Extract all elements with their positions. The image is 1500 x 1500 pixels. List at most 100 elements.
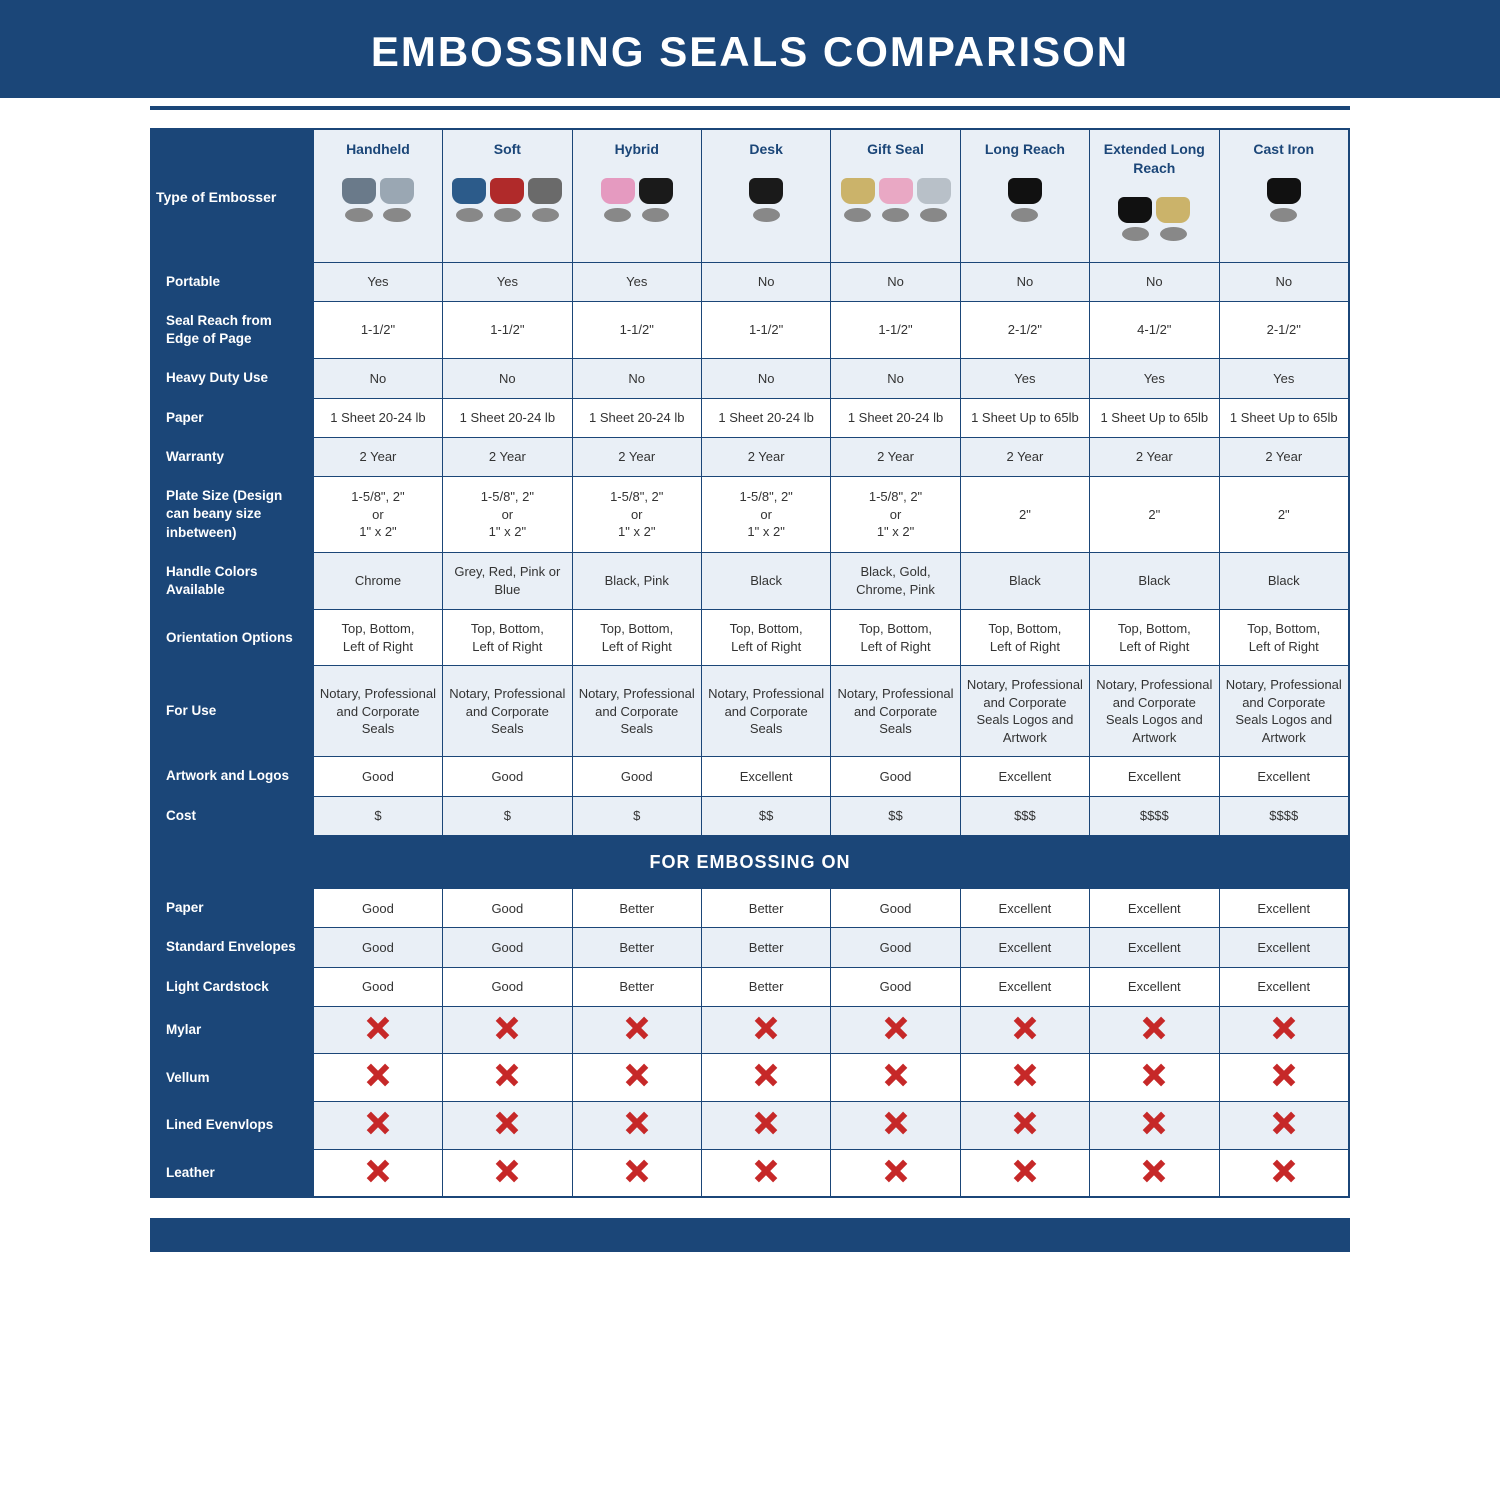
column-label: Gift Seal xyxy=(835,140,955,159)
x-icon xyxy=(367,1064,389,1086)
table-cell xyxy=(443,1054,572,1102)
x-icon xyxy=(1014,1064,1036,1086)
table-cell: Chrome xyxy=(313,552,442,609)
section-bar: FOR EMBOSSING ON xyxy=(152,835,1349,888)
x-icon xyxy=(1273,1112,1295,1134)
table-cell: No xyxy=(443,359,572,398)
x-icon xyxy=(626,1160,648,1182)
table-cell xyxy=(443,1101,572,1149)
row-label: Portable xyxy=(152,262,314,301)
table-cell: 1-5/8", 2"or1" x 2" xyxy=(831,477,960,553)
table-cell: Notary, Professional and Corporate Seals xyxy=(443,666,572,757)
table-cell xyxy=(831,1054,960,1102)
table-cell: 1-1/2" xyxy=(831,302,960,359)
table-cell: Excellent xyxy=(1219,967,1349,1006)
table-cell: Notary, Professional and Corporate Seals xyxy=(313,666,442,757)
table-row: PaperGoodGoodBetterBetterGoodExcellentEx… xyxy=(152,889,1349,928)
table-cell: Yes xyxy=(443,262,572,301)
table-cell: Notary, Professional and Corporate Seals… xyxy=(1219,666,1349,757)
row-label: Paper xyxy=(152,398,314,437)
row-label: Plate Size (Design can beany size inbetw… xyxy=(152,477,314,553)
table-cell xyxy=(1219,1101,1349,1149)
table-cell: Excellent xyxy=(701,757,830,796)
table-cell xyxy=(572,1101,701,1149)
table-cell: Good xyxy=(443,757,572,796)
x-icon xyxy=(755,1112,777,1134)
table-cell xyxy=(831,1149,960,1197)
table-cell: Top, Bottom,Left of Right xyxy=(701,610,830,666)
table-cell: Good xyxy=(443,889,572,928)
table-cell: $$$$ xyxy=(1219,796,1349,835)
table-cell: Grey, Red, Pink or Blue xyxy=(443,552,572,609)
table-cell: Excellent xyxy=(1090,889,1219,928)
table-cell: Better xyxy=(572,889,701,928)
section-label: FOR EMBOSSING ON xyxy=(152,835,1349,888)
embosser-thumbnail xyxy=(706,159,826,237)
table-row: Seal Reach from Edge of Page1-1/2"1-1/2"… xyxy=(152,302,1349,359)
column-label: Hybrid xyxy=(577,140,697,159)
table-cell: 1-5/8", 2"or1" x 2" xyxy=(313,477,442,553)
x-icon xyxy=(755,1160,777,1182)
row-label: Heavy Duty Use xyxy=(152,359,314,398)
table-row: Mylar xyxy=(152,1006,1349,1054)
x-icon xyxy=(496,1064,518,1086)
table-cell xyxy=(831,1006,960,1054)
x-icon xyxy=(367,1017,389,1039)
row-label: Mylar xyxy=(152,1006,314,1054)
table-cell: Good xyxy=(443,928,572,967)
table-cell: Excellent xyxy=(960,967,1089,1006)
table-cell xyxy=(701,1054,830,1102)
table-row: Standard EnvelopesGoodGoodBetterBetterGo… xyxy=(152,928,1349,967)
x-icon xyxy=(496,1112,518,1134)
row-label: Leather xyxy=(152,1149,314,1197)
table-cell xyxy=(1090,1006,1219,1054)
table-cell: 2" xyxy=(1219,477,1349,553)
table-cell: Top, Bottom,Left of Right xyxy=(831,610,960,666)
table-cell: 1 Sheet 20-24 lb xyxy=(313,398,442,437)
row-label: Handle Colors Available xyxy=(152,552,314,609)
table-cell: 1-1/2" xyxy=(572,302,701,359)
table-cell: Good xyxy=(831,757,960,796)
row-label: Cost xyxy=(152,796,314,835)
table-cell: Good xyxy=(572,757,701,796)
row-label: Orientation Options xyxy=(152,610,314,666)
table-cell: Black, Pink xyxy=(572,552,701,609)
column-header: Desk xyxy=(701,130,830,263)
table-cell: Excellent xyxy=(1219,889,1349,928)
x-icon xyxy=(496,1160,518,1182)
x-icon xyxy=(626,1064,648,1086)
column-header: Cast Iron xyxy=(1219,130,1349,263)
table-cell: 2" xyxy=(1090,477,1219,553)
x-icon xyxy=(1273,1064,1295,1086)
table-cell: 1 Sheet Up to 65lb xyxy=(1219,398,1349,437)
table-cell: 2 Year xyxy=(960,437,1089,476)
table-cell: No xyxy=(960,262,1089,301)
row-label: Warranty xyxy=(152,437,314,476)
x-icon xyxy=(1273,1017,1295,1039)
table-row: PortableYesYesYesNoNoNoNoNo xyxy=(152,262,1349,301)
table-cell: Top, Bottom,Left of Right xyxy=(1219,610,1349,666)
x-icon xyxy=(1143,1017,1165,1039)
column-label: Soft xyxy=(447,140,567,159)
table-cell xyxy=(313,1149,442,1197)
x-icon xyxy=(755,1017,777,1039)
column-header: Hybrid xyxy=(572,130,701,263)
x-icon xyxy=(755,1064,777,1086)
table-cell xyxy=(960,1101,1089,1149)
title-bar: EMBOSSING SEALS COMPARISON xyxy=(0,0,1500,98)
x-icon xyxy=(496,1017,518,1039)
table-cell xyxy=(1090,1054,1219,1102)
table-cell: 1 Sheet Up to 65lb xyxy=(1090,398,1219,437)
table-cell: Black xyxy=(1090,552,1219,609)
table-cell xyxy=(960,1149,1089,1197)
table-cell xyxy=(701,1149,830,1197)
embosser-thumbnail xyxy=(1094,178,1214,256)
table-cell: Good xyxy=(831,889,960,928)
table-cell: 2 Year xyxy=(831,437,960,476)
table-cell: No xyxy=(831,359,960,398)
table-cell: Top, Bottom,Left of Right xyxy=(572,610,701,666)
column-header: Extended Long Reach xyxy=(1090,130,1219,263)
table-cell: Top, Bottom,Left of Right xyxy=(1090,610,1219,666)
embosser-thumbnail xyxy=(835,159,955,237)
table-row: Warranty2 Year2 Year2 Year2 Year2 Year2 … xyxy=(152,437,1349,476)
